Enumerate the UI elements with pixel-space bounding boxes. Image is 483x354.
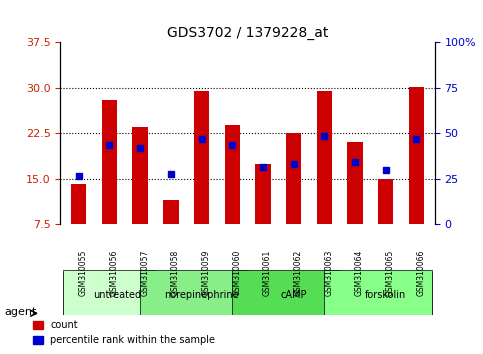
Bar — [71, 184, 86, 224]
FancyBboxPatch shape — [370, 272, 401, 315]
Text: GSM310057: GSM310057 — [140, 250, 149, 296]
Bar — [347, 142, 363, 224]
FancyBboxPatch shape — [140, 270, 248, 320]
FancyBboxPatch shape — [156, 272, 186, 315]
Bar — [286, 133, 301, 224]
Bar — [316, 91, 332, 224]
Text: GSM310059: GSM310059 — [201, 250, 211, 296]
Bar — [163, 200, 179, 224]
Bar — [255, 164, 270, 224]
FancyBboxPatch shape — [309, 272, 340, 315]
Text: GSM310061: GSM310061 — [263, 250, 272, 296]
Text: GSM310065: GSM310065 — [385, 250, 395, 296]
Text: GSM310060: GSM310060 — [232, 250, 241, 296]
Bar — [132, 127, 148, 224]
Text: GSM310066: GSM310066 — [416, 250, 426, 296]
Text: GSM310064: GSM310064 — [355, 250, 364, 296]
Bar — [225, 125, 240, 224]
Text: GSM310062: GSM310062 — [294, 250, 302, 296]
FancyBboxPatch shape — [125, 272, 156, 315]
Text: forskolin: forskolin — [365, 290, 406, 299]
Bar — [378, 179, 393, 224]
Text: GSM310056: GSM310056 — [110, 250, 118, 296]
FancyBboxPatch shape — [217, 272, 248, 315]
Text: GSM310058: GSM310058 — [171, 250, 180, 296]
Text: cAMP: cAMP — [280, 290, 307, 299]
FancyBboxPatch shape — [278, 272, 309, 315]
Legend: count, percentile rank within the sample: count, percentile rank within the sample — [29, 316, 219, 349]
FancyBboxPatch shape — [63, 272, 94, 315]
Bar — [194, 91, 209, 224]
Text: untreated: untreated — [93, 290, 141, 299]
FancyBboxPatch shape — [248, 272, 278, 315]
FancyBboxPatch shape — [232, 270, 340, 320]
Text: GSM310055: GSM310055 — [79, 250, 88, 296]
Title: GDS3702 / 1379228_at: GDS3702 / 1379228_at — [167, 26, 328, 40]
Text: GSM310063: GSM310063 — [324, 250, 333, 296]
Text: agent: agent — [5, 307, 37, 316]
FancyBboxPatch shape — [401, 272, 432, 315]
Bar — [409, 87, 424, 224]
FancyBboxPatch shape — [63, 270, 156, 320]
FancyBboxPatch shape — [94, 272, 125, 315]
FancyBboxPatch shape — [340, 272, 370, 315]
FancyBboxPatch shape — [186, 272, 217, 315]
Text: norepinephrine: norepinephrine — [164, 290, 239, 299]
Bar — [102, 100, 117, 224]
FancyBboxPatch shape — [324, 270, 432, 320]
